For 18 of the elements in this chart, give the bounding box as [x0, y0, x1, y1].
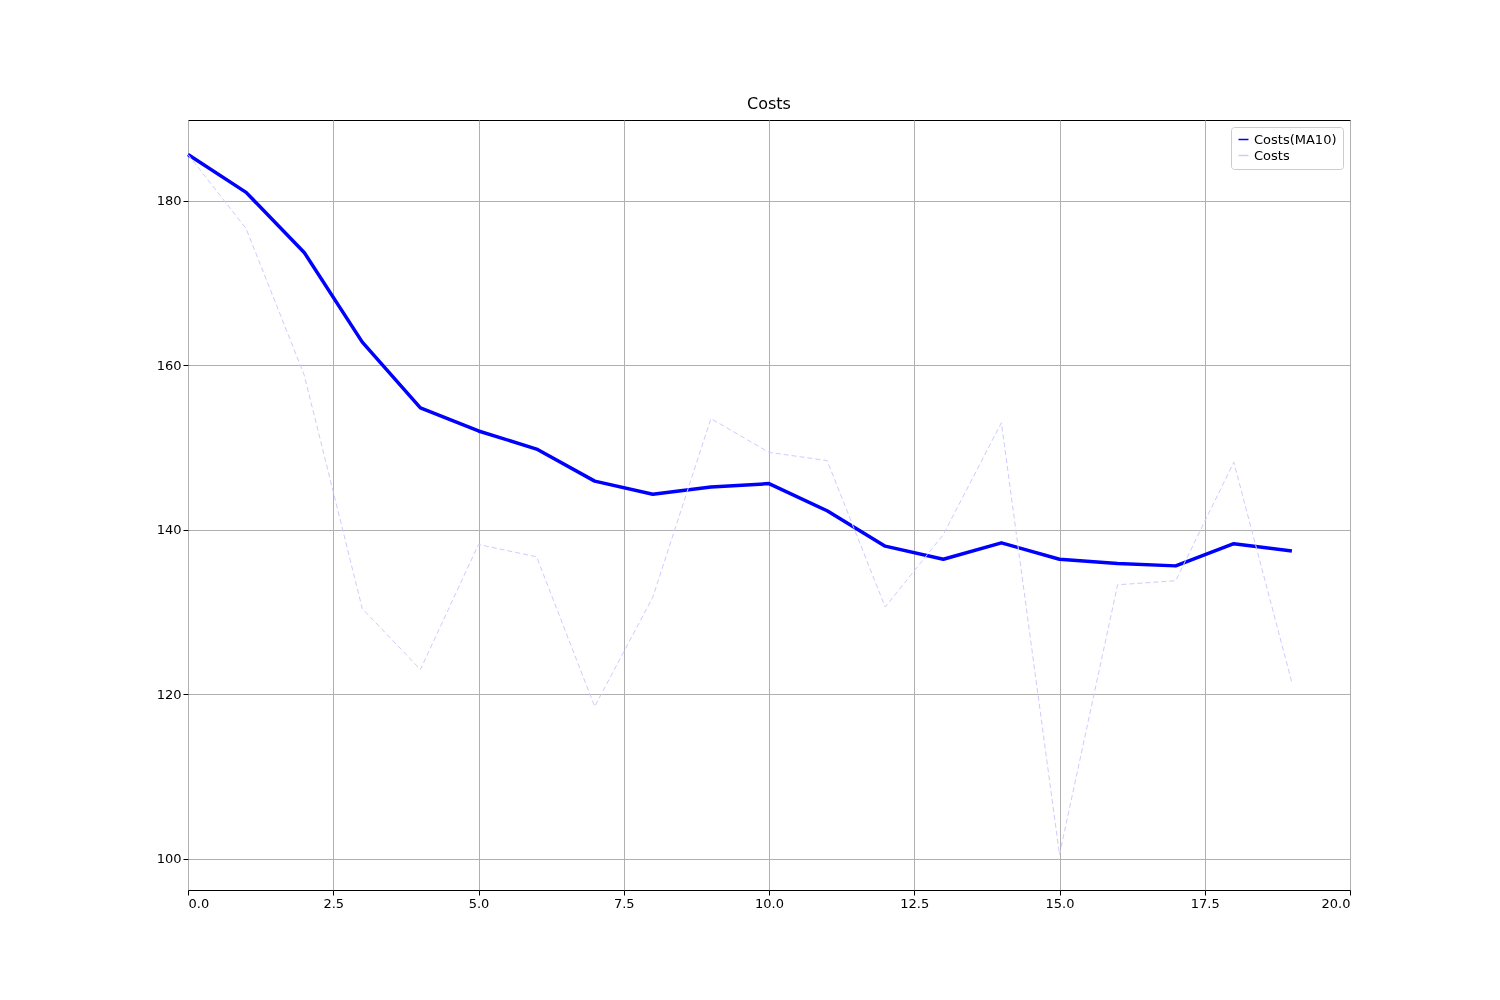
- x-tick-label: 5.0: [468, 895, 490, 911]
- y-tick-label: 120: [156, 686, 182, 702]
- x-tick-label: 15.0: [1045, 895, 1075, 911]
- x-tick-label: 0.0: [188, 895, 210, 911]
- y-tick-label: 100: [156, 851, 182, 867]
- x-tick-label: 12.5: [900, 895, 930, 911]
- y-tick-label: 160: [156, 357, 182, 373]
- x-tick-label: 7.5: [613, 895, 635, 911]
- chart-title: Costs: [747, 94, 791, 113]
- y-tick-label: 180: [156, 193, 182, 209]
- legend-label: Costs: [1254, 147, 1290, 163]
- y-tick-label: 140: [156, 522, 182, 538]
- line-series: [186, 152, 1294, 568]
- x-tick-label: 10.0: [755, 895, 784, 911]
- x-tick-label: 2.5: [323, 895, 345, 911]
- legend-label: Costs(MA10): [1254, 131, 1337, 147]
- x-tick-label: 17.5: [1190, 895, 1220, 911]
- x-tick-label: 20.0: [1321, 895, 1351, 911]
